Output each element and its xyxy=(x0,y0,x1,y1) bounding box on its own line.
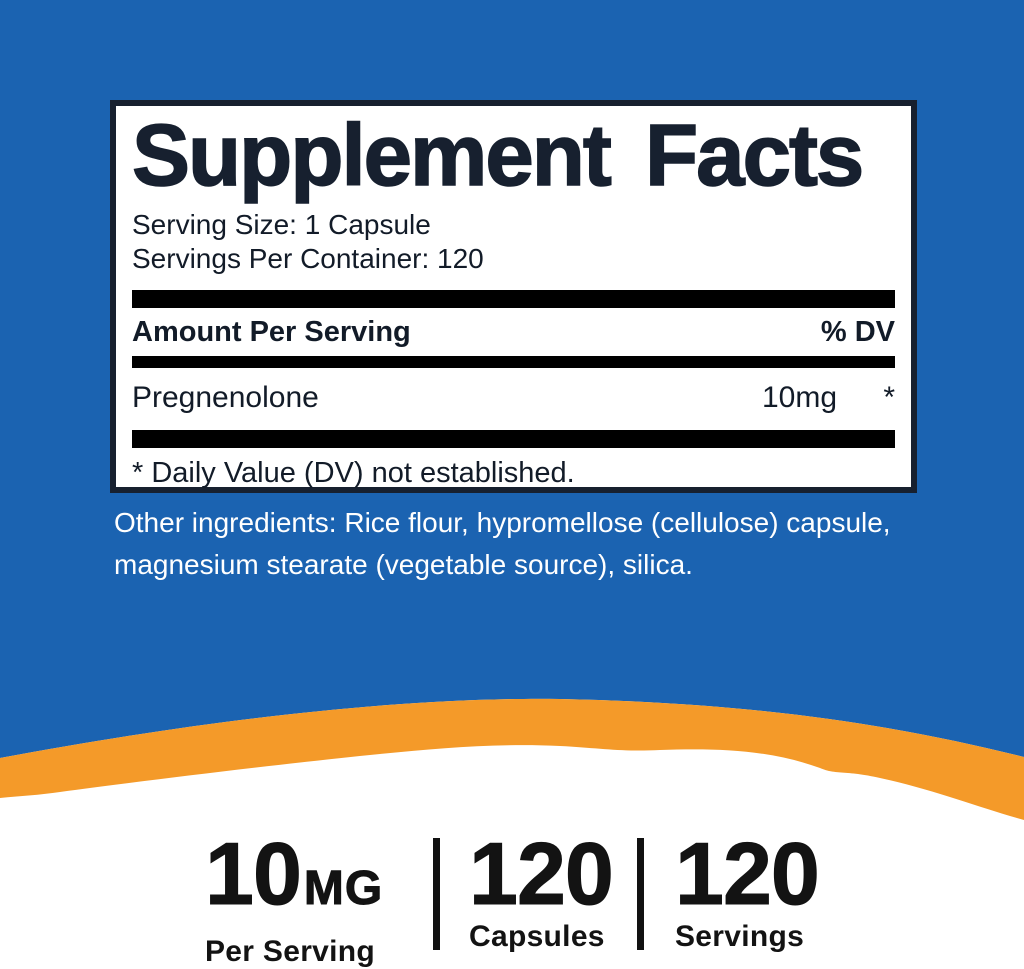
other-ingredients-line-1: Other ingredients: Rice flour, hypromell… xyxy=(114,507,891,538)
other-ingredients-text: Other ingredients: Rice flour, hypromell… xyxy=(114,502,974,586)
stat-value-row: 120 xyxy=(469,824,637,923)
blue-curve-edge xyxy=(0,690,1024,758)
orange-brush-stroke xyxy=(0,698,1024,820)
other-ingredients-line-2: magnesium stearate (vegetable source), s… xyxy=(114,549,693,580)
supplement-facts-title: Supplement Facts xyxy=(131,107,865,204)
facts-header-row: Amount Per Serving % DV xyxy=(132,308,895,356)
stat-capsules: 120 Capsules xyxy=(469,824,637,969)
stat-value-row: 120 xyxy=(675,824,821,923)
divider-bar-thin xyxy=(132,356,895,368)
divider-bar-thick-bottom xyxy=(132,430,895,448)
stat-value: 120 xyxy=(675,824,821,923)
bottom-stats: 10 MG Per Serving 120 Capsules 120 Servi… xyxy=(0,824,1024,969)
serving-size: Serving Size: 1 Capsule xyxy=(132,209,431,240)
stat-label: Servings xyxy=(675,920,805,953)
orange-swoosh xyxy=(0,690,1024,820)
stat-divider xyxy=(433,838,440,950)
amount-per-serving-header: Amount Per Serving xyxy=(132,316,411,348)
stat-per-serving: 10 MG Per Serving xyxy=(205,824,433,969)
stat-value: 120 xyxy=(469,824,615,923)
supplement-facts-panel: Supplement Facts Serving Size: 1 Capsule… xyxy=(110,100,917,493)
stat-servings: 120 Servings xyxy=(675,824,821,969)
stat-label: Per Serving xyxy=(205,935,376,968)
ingredient-dv-asterisk: * xyxy=(883,381,895,414)
percent-dv-header: % DV xyxy=(820,316,895,348)
stat-unit: MG xyxy=(303,862,384,916)
divider-bar-thick-top xyxy=(132,290,895,308)
ingredient-name: Pregnenolone xyxy=(132,381,319,414)
servings-per-container: Servings Per Container: 120 xyxy=(132,243,484,274)
stat-label: Capsules xyxy=(469,920,605,953)
ingredient-amount: 10mg xyxy=(761,381,837,414)
stat-divider xyxy=(637,838,644,950)
ingredient-row: Pregnenolone 10mg * xyxy=(132,368,895,430)
daily-value-footnote: * Daily Value (DV) not established. xyxy=(132,457,575,489)
stat-value-row: 10 MG xyxy=(205,824,433,927)
stat-value: 10 xyxy=(205,824,303,923)
